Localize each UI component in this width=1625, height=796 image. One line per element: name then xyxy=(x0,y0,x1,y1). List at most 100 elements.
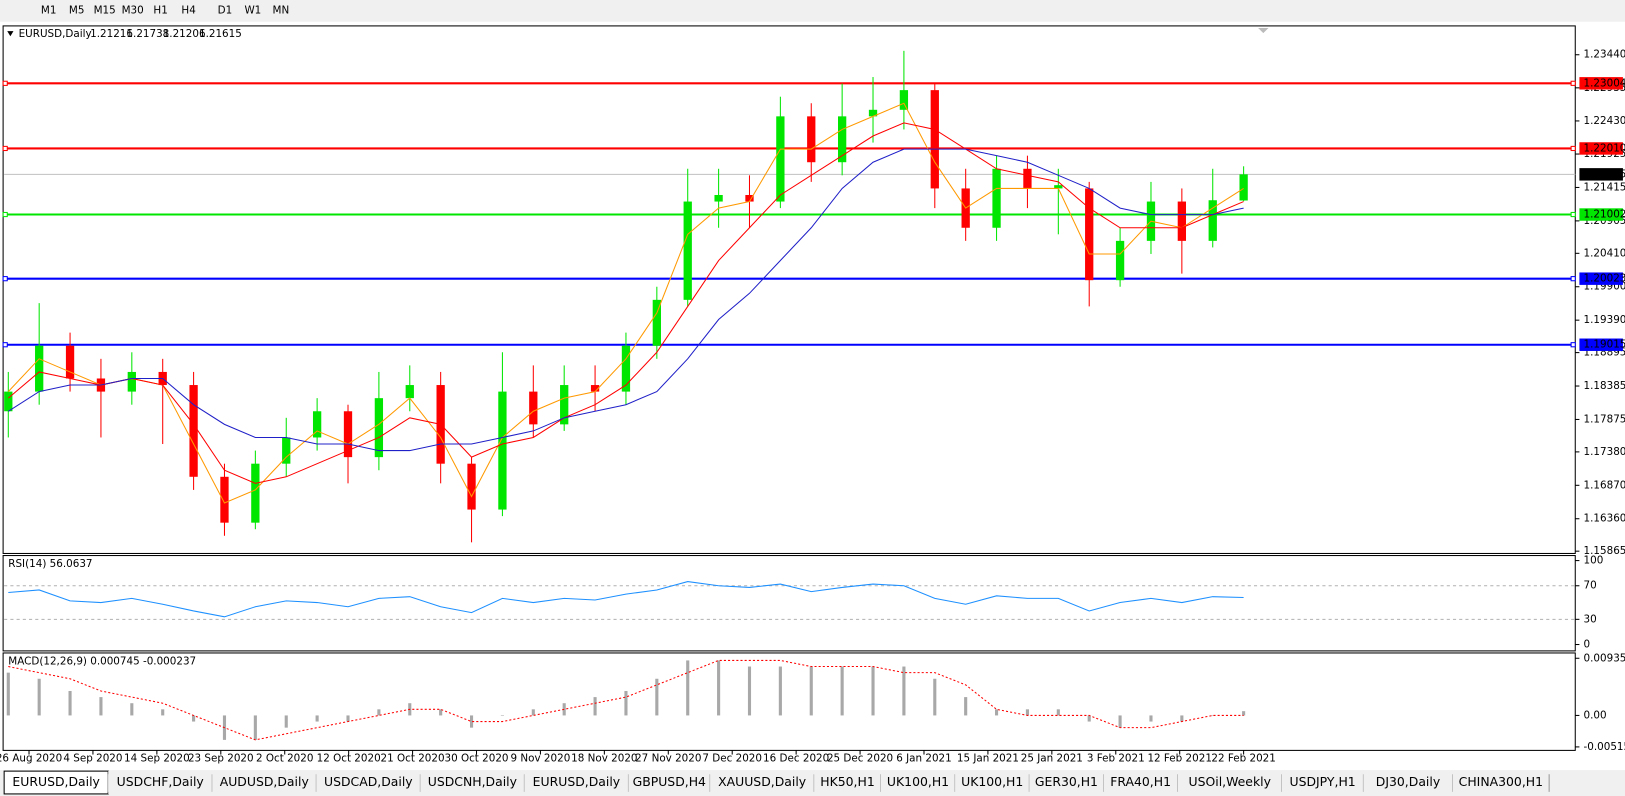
macd-bar xyxy=(686,660,690,716)
macd-bar xyxy=(99,697,103,716)
macd-bar xyxy=(1211,715,1215,716)
macd-bar xyxy=(562,703,566,716)
x-tick-label: 21 Oct 2020 xyxy=(381,753,445,765)
chart-tab[interactable]: HK50,H1 xyxy=(814,771,882,794)
candle-body xyxy=(1023,168,1032,189)
macd-bar xyxy=(37,678,41,716)
y-tick-label: 1.16360 xyxy=(1584,513,1625,525)
y-tick-label: 0.009354 xyxy=(1584,652,1625,664)
macd-bar xyxy=(933,678,937,716)
tab-box xyxy=(814,771,881,794)
x-tick-label: 14 Sep 2020 xyxy=(124,753,190,765)
timeframe-button[interactable]: MN xyxy=(273,4,290,16)
chart-tab[interactable]: AUDUSD,Daily xyxy=(212,771,317,794)
timeframe-button[interactable]: M15 xyxy=(94,4,116,16)
candle-body xyxy=(590,385,600,392)
tab-label: CHINA300,H1 xyxy=(1459,774,1543,789)
macd-bar xyxy=(778,666,782,716)
macd-bar xyxy=(1056,709,1060,716)
timeframe-button[interactable]: M5 xyxy=(69,4,85,16)
candle-body xyxy=(1115,240,1125,281)
chart-tab[interactable]: USDCNH,Daily xyxy=(420,771,525,794)
chart-tab[interactable]: DJ30,Daily xyxy=(1363,771,1454,794)
tab-box xyxy=(955,771,1030,794)
chart-tab[interactable]: EURUSD,Daily xyxy=(524,771,629,794)
timeframe-button[interactable]: M30 xyxy=(122,4,144,16)
y-tick-label: 1.17875 xyxy=(1584,413,1625,425)
tab-label: EURUSD,Daily xyxy=(12,774,99,789)
x-tick-label: 22 Feb 2021 xyxy=(1211,753,1275,765)
macd-bar xyxy=(284,715,288,728)
level-handle xyxy=(2,211,8,218)
macd-bar xyxy=(871,666,875,716)
macd-bar xyxy=(161,709,165,716)
macd-bar xyxy=(1180,715,1184,722)
macd-bar xyxy=(1025,709,1029,716)
candle-body xyxy=(127,371,136,392)
tab-box xyxy=(880,771,956,794)
chart-tab[interactable]: USDCAD,Daily xyxy=(316,771,421,794)
chart-tab[interactable]: UK100,H1 xyxy=(955,771,1030,794)
x-tick-label: 9 Nov 2020 xyxy=(511,753,571,765)
macd-bar xyxy=(624,690,628,716)
chart-tab[interactable]: USDCHF,Daily xyxy=(108,771,213,794)
macd-bar xyxy=(840,666,844,716)
y-tick-label: 1.19390 xyxy=(1584,314,1625,326)
tab-label: UK100,H1 xyxy=(887,774,949,789)
timeframe-button[interactable]: H4 xyxy=(181,4,196,16)
level-handle xyxy=(1570,211,1576,218)
candle-body xyxy=(560,385,569,425)
y-tick-label: -0.00515 xyxy=(1584,741,1625,753)
y-tick-label: 100 xyxy=(1584,555,1604,567)
shift-marker xyxy=(1258,27,1269,34)
y-tick-label: 0.00 xyxy=(1584,709,1607,721)
level-handle xyxy=(1570,80,1576,86)
chart-tab[interactable]: GBPUSD,H4 xyxy=(628,771,711,794)
timeframe-button[interactable]: D1 xyxy=(218,4,233,16)
candle-body xyxy=(35,345,44,392)
y-tick-label: 1.15865 xyxy=(1584,545,1625,557)
chart-tab[interactable]: CHINA300,H1 xyxy=(1452,771,1550,794)
chart-tab[interactable]: XAUUSD,Daily xyxy=(710,771,815,794)
candle-body xyxy=(1085,188,1094,281)
macd-bar xyxy=(6,672,10,716)
level-price-box xyxy=(1579,272,1623,285)
chart-tab[interactable]: FRA40,H1 xyxy=(1103,771,1179,794)
tab-box xyxy=(1029,771,1104,794)
ohlc-value: 1.21738 xyxy=(126,28,169,40)
tab-label: USDCNH,Daily xyxy=(428,774,517,789)
x-tick-label: 15 Jan 2021 xyxy=(957,753,1019,765)
tab-label: XAUUSD,Daily xyxy=(718,774,806,789)
chart-tab[interactable]: USOil,Weekly xyxy=(1177,771,1283,794)
ohlc-value: 1.21206 xyxy=(163,28,206,40)
macd-bar xyxy=(192,715,196,722)
tab-label: GER30,H1 xyxy=(1035,774,1098,789)
macd-bar xyxy=(717,660,721,716)
candle-body xyxy=(837,116,847,163)
x-tick-label: 23 Sep 2020 xyxy=(188,753,254,765)
chart-tab[interactable]: UK100,H1 xyxy=(880,771,956,794)
timeframe-button[interactable]: M1 xyxy=(41,4,57,16)
candle-body xyxy=(4,391,13,412)
chart-tab[interactable]: GER30,H1 xyxy=(1029,771,1105,794)
tab-label: AUDUSD,Daily xyxy=(220,774,309,789)
timeframe-button[interactable]: W1 xyxy=(244,4,261,16)
tab-label: USDJPY,H1 xyxy=(1289,774,1355,789)
macd-bar xyxy=(902,666,906,716)
moving-average xyxy=(7,122,1244,484)
level-handle xyxy=(2,342,8,348)
timeframe-button[interactable]: H1 xyxy=(153,4,167,16)
x-tick-label: 25 Jan 2021 xyxy=(1021,753,1083,765)
chart-tab[interactable]: USDJPY,H1 xyxy=(1281,771,1364,794)
current-price-box xyxy=(1579,168,1623,181)
macd-bar xyxy=(1149,715,1153,722)
tab-box xyxy=(212,771,317,794)
level-price-label: 1.22010 xyxy=(1584,142,1625,154)
chart-tab[interactable]: EURUSD,Daily xyxy=(3,770,109,795)
macd-bar xyxy=(315,715,319,722)
x-tick-label: 16 Dec 2020 xyxy=(763,753,829,765)
y-tick-label: 0 xyxy=(1584,639,1591,651)
macd-bar xyxy=(1242,711,1246,716)
candle-body xyxy=(807,116,816,163)
tab-label: EURUSD,Daily xyxy=(533,774,620,789)
